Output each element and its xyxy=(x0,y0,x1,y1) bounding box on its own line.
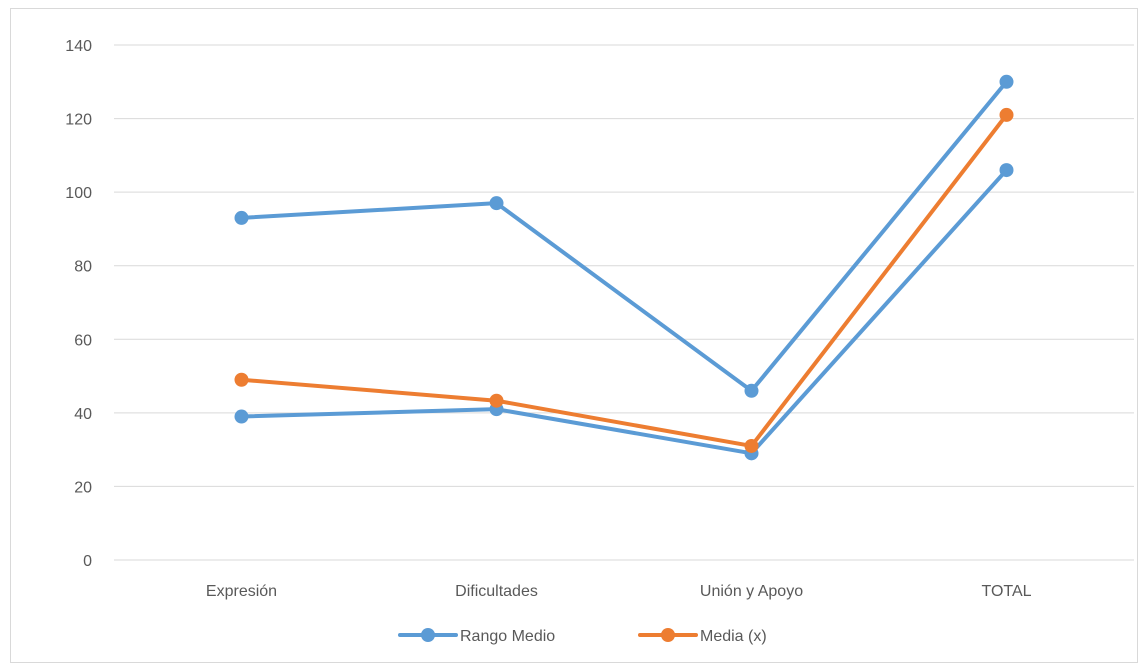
y-tick-label-60: 60 xyxy=(74,332,92,349)
x-tick-label-1: Dificultades xyxy=(455,583,538,600)
series-line-1 xyxy=(239,168,1009,456)
data-point-2-0 xyxy=(234,372,249,387)
gridlines xyxy=(114,44,1134,561)
data-point-0-3 xyxy=(999,74,1014,89)
series-lines xyxy=(239,79,1009,456)
x-tick-label-3: TOTAL xyxy=(981,583,1031,600)
data-point-2-1 xyxy=(489,393,504,408)
legend-marker-0 xyxy=(421,628,435,642)
x-axis-tick-labels: Expresión Dificultades Unión y Apoyo TOTAL xyxy=(206,583,1032,600)
legend-marker-1 xyxy=(661,628,675,642)
y-tick-label-20: 20 xyxy=(74,479,92,496)
legend: Rango Medio Media (x) xyxy=(398,628,767,645)
series-points xyxy=(234,74,1014,461)
y-tick-label-100: 100 xyxy=(65,185,92,202)
x-tick-label-0: Expresión xyxy=(206,583,277,600)
x-tick-label-2: Unión y Apoyo xyxy=(700,583,803,600)
chart-frame xyxy=(10,8,1138,663)
y-axis-tick-labels: 0 20 40 60 80 100 120 140 xyxy=(65,38,92,570)
y-tick-label-40: 40 xyxy=(74,406,92,423)
y-tick-label-80: 80 xyxy=(74,259,92,276)
data-point-1-3 xyxy=(999,163,1014,178)
data-point-0-2 xyxy=(744,383,759,398)
legend-label-1: Media (x) xyxy=(700,628,767,645)
y-tick-label-120: 120 xyxy=(65,112,92,129)
series-line-2 xyxy=(239,112,1009,448)
data-point-0-1 xyxy=(489,196,504,211)
series-line-0 xyxy=(239,79,1009,393)
y-tick-label-140: 140 xyxy=(65,38,92,55)
data-point-1-0 xyxy=(234,409,249,424)
y-tick-label-0: 0 xyxy=(83,553,92,570)
data-point-0-0 xyxy=(234,210,249,225)
legend-label-0: Rango Medio xyxy=(460,628,555,645)
data-point-2-3 xyxy=(999,107,1014,122)
data-point-2-2 xyxy=(744,438,759,453)
